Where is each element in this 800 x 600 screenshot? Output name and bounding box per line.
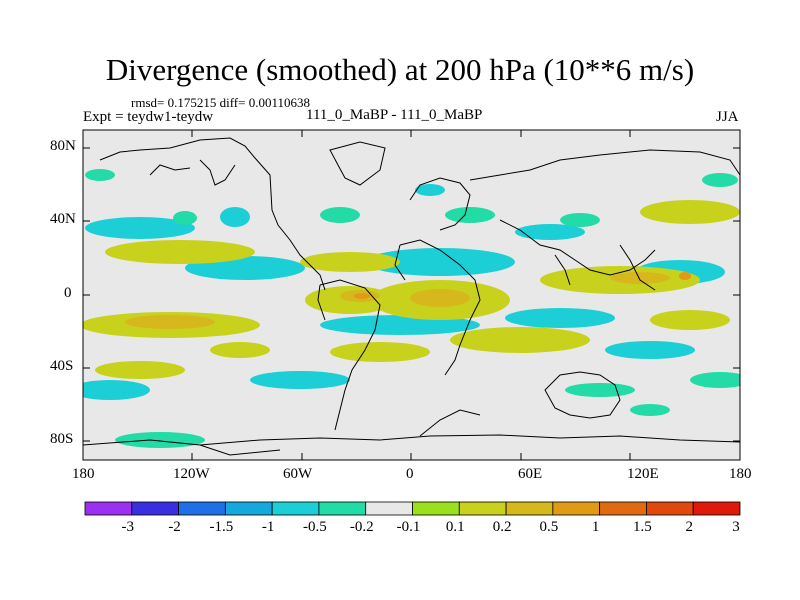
colorbar-box-7 bbox=[412, 501, 460, 516]
colorbar-label-7: 0.1 bbox=[446, 519, 465, 535]
x-tick-60w: 60W bbox=[283, 466, 313, 482]
colorbar-box-4 bbox=[271, 501, 320, 516]
x-tick-0: 0 bbox=[406, 466, 414, 482]
colorbar-box-8 bbox=[458, 501, 507, 516]
colorbar-label-8: 0.2 bbox=[493, 519, 512, 535]
x-tick-180w: 180 bbox=[72, 466, 95, 482]
contour-field bbox=[83, 169, 740, 448]
colorbar-label-2: -1.5 bbox=[209, 519, 233, 535]
colorbar-box-2 bbox=[178, 501, 226, 516]
colorbar-label-5: -0.2 bbox=[350, 519, 374, 535]
colorbar-box-10 bbox=[552, 501, 601, 516]
experiment-label: Expt = teydw1-teydw bbox=[83, 109, 214, 125]
x-tick-180e: 180 bbox=[729, 466, 752, 482]
colorbar-box-6 bbox=[365, 501, 413, 516]
y-tick-80s: 80S bbox=[50, 431, 74, 447]
colorbar: -3 -2 -1.5 -1 -0.5 -0.2 -0.1 0.1 0.2 0.5 1 1.5 2 3 bbox=[84, 501, 741, 535]
colorbar-box-0 bbox=[84, 501, 133, 516]
colorbar-box-5 bbox=[318, 501, 367, 516]
case-subtitle: 111_0_MaBP - 111_0_MaBP bbox=[306, 107, 483, 123]
y-tick-80n: 80N bbox=[50, 138, 76, 154]
y-tick-40n: 40N bbox=[50, 211, 76, 227]
rmsd-diff-stats: rmsd= 0.175215 diff= 0.00110638 bbox=[131, 95, 310, 110]
x-tick-120w: 120W bbox=[173, 466, 210, 482]
colorbar-box-12 bbox=[646, 501, 694, 516]
axis-ticks bbox=[83, 130, 740, 460]
colorbar-label-12: 2 bbox=[685, 519, 693, 535]
plot-title: Divergence (smoothed) at 200 hPa (10**6 … bbox=[105, 52, 695, 87]
colorbar-label-9: 0.5 bbox=[539, 519, 558, 535]
colorbar-label-0: -3 bbox=[122, 519, 135, 535]
colorbar-box-11 bbox=[599, 501, 647, 516]
colorbar-label-13: 3 bbox=[732, 519, 740, 535]
colorbar-box-13 bbox=[692, 501, 741, 516]
colorbar-label-4: -0.5 bbox=[303, 519, 327, 535]
colorbar-label-6: -0.1 bbox=[397, 519, 421, 535]
colorbar-label-1: -2 bbox=[168, 519, 181, 535]
colorbar-label-11: 1.5 bbox=[633, 519, 652, 535]
y-tick-0: 0 bbox=[64, 285, 72, 301]
x-tick-120e: 120E bbox=[627, 466, 659, 482]
y-tick-40s: 40S bbox=[50, 358, 74, 374]
season-label: JJA bbox=[716, 109, 739, 125]
colorbar-label-3: -1 bbox=[262, 519, 275, 535]
x-tick-60e: 60E bbox=[518, 466, 543, 482]
colorbar-box-9 bbox=[505, 501, 554, 516]
colorbar-box-1 bbox=[131, 501, 179, 516]
colorbar-box-3 bbox=[224, 501, 273, 516]
continent-outlines bbox=[83, 137, 740, 456]
colorbar-label-10: 1 bbox=[592, 519, 600, 535]
